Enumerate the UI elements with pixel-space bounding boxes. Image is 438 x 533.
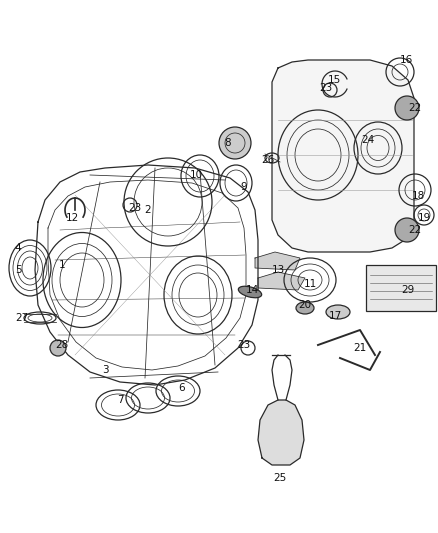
Text: 23: 23 — [128, 203, 141, 213]
Text: 19: 19 — [417, 213, 431, 223]
Text: 23: 23 — [237, 340, 251, 350]
Text: 10: 10 — [190, 170, 202, 180]
Text: 2: 2 — [145, 205, 151, 215]
Ellipse shape — [238, 286, 261, 298]
Ellipse shape — [326, 305, 350, 319]
Polygon shape — [258, 272, 305, 290]
Text: 14: 14 — [245, 285, 258, 295]
Circle shape — [50, 340, 66, 356]
Text: 27: 27 — [15, 313, 28, 323]
Text: 11: 11 — [304, 279, 317, 289]
Text: 7: 7 — [117, 395, 124, 405]
Text: 9: 9 — [241, 182, 247, 192]
Text: 22: 22 — [408, 225, 422, 235]
Polygon shape — [258, 400, 304, 465]
Text: 24: 24 — [361, 135, 374, 145]
Text: 18: 18 — [411, 191, 424, 201]
Circle shape — [395, 96, 419, 120]
Text: 28: 28 — [55, 340, 69, 350]
Text: 16: 16 — [399, 55, 413, 65]
Text: 17: 17 — [328, 311, 342, 321]
Circle shape — [395, 218, 419, 242]
Text: 26: 26 — [261, 155, 275, 165]
Text: 20: 20 — [298, 300, 311, 310]
Text: 15: 15 — [327, 75, 341, 85]
Text: 6: 6 — [179, 383, 185, 393]
Text: 1: 1 — [59, 260, 65, 270]
Text: 22: 22 — [408, 103, 422, 113]
Text: 4: 4 — [15, 243, 21, 253]
Text: 13: 13 — [272, 265, 285, 275]
Polygon shape — [255, 252, 300, 270]
Circle shape — [219, 127, 251, 159]
Bar — [366, 265, 436, 311]
Text: 5: 5 — [15, 265, 21, 275]
Text: 25: 25 — [273, 473, 286, 483]
Polygon shape — [272, 60, 414, 252]
Ellipse shape — [296, 302, 314, 314]
Text: 21: 21 — [353, 343, 367, 353]
Text: 8: 8 — [225, 138, 231, 148]
Text: 3: 3 — [102, 365, 108, 375]
Text: 12: 12 — [65, 213, 79, 223]
Text: 23: 23 — [319, 83, 332, 93]
Text: 29: 29 — [401, 285, 415, 295]
